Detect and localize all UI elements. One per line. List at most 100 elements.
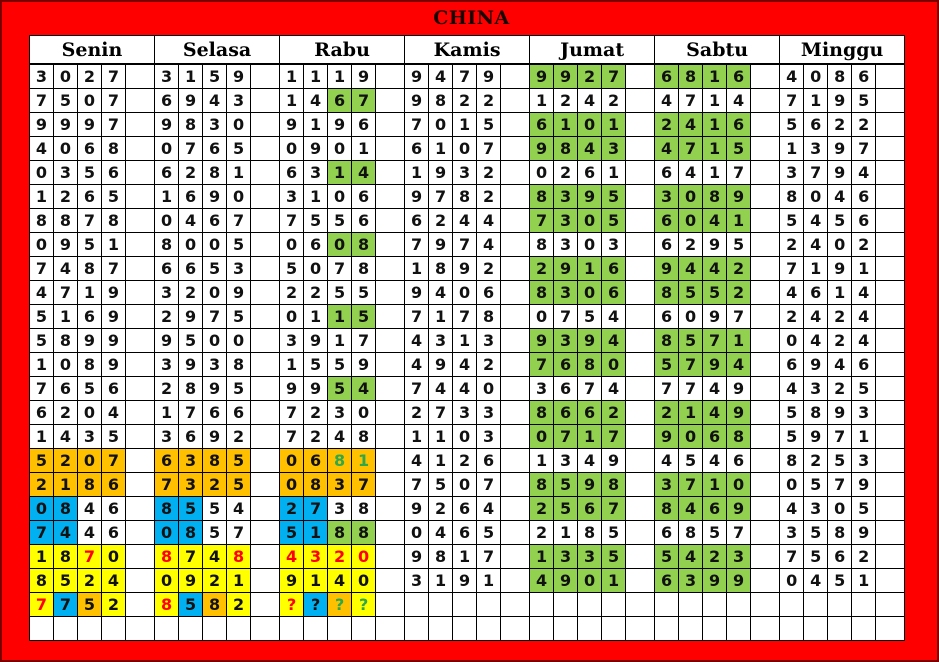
digit-cell-sabtu: 3	[678, 568, 704, 593]
digit-cell-jumat: 0	[601, 352, 627, 377]
digit-cell-jumat: 7	[601, 63, 627, 89]
digit-cell-jumat: 6	[577, 496, 603, 521]
digit-cell-rabu: 9	[303, 136, 329, 161]
spacer-cell	[375, 592, 406, 617]
digit-cell-jumat: 3	[577, 544, 603, 569]
digit-cell-minggu: 4	[803, 208, 829, 233]
digit-cell-senin: 6	[77, 184, 102, 209]
digit-cell-sabtu: 7	[678, 136, 704, 161]
spacer-cell	[124, 304, 156, 329]
digit-cell-sabtu: 2	[726, 280, 752, 305]
spacer-cell	[875, 112, 906, 137]
digit-cell-minggu: 7	[779, 256, 805, 281]
digit-cell-senin: 7	[53, 592, 78, 617]
spacer-cell	[500, 472, 531, 497]
spacer-cell	[750, 352, 781, 377]
digit-cell-senin: 9	[101, 352, 126, 377]
digit-cell-selasa: 0	[154, 568, 180, 593]
day-header-minggu: Minggu	[779, 35, 906, 65]
digit-cell-sabtu: 5	[702, 280, 728, 305]
spacer-cell	[375, 472, 406, 497]
digit-cell-selasa: 1	[226, 160, 252, 185]
digit-cell-minggu: 0	[827, 496, 853, 521]
digit-cell-senin: 5	[77, 232, 102, 257]
digit-cell-rabu: 7	[327, 256, 353, 281]
digit-cell-sabtu: 6	[654, 304, 680, 329]
digit-cell-selasa: 7	[178, 544, 204, 569]
digit-cell-senin: 8	[53, 208, 78, 233]
spacer-cell	[124, 472, 156, 497]
digit-cell-rabu: 1	[351, 136, 377, 161]
digit-cell-minggu: 3	[803, 376, 829, 401]
digit-cell-kamis	[428, 592, 454, 617]
spacer-cell	[750, 616, 781, 641]
digit-cell-rabu: 0	[279, 136, 305, 161]
digit-cell-minggu: 3	[851, 448, 877, 473]
spacer-cell	[875, 616, 906, 641]
digit-cell-jumat	[577, 592, 603, 617]
spacer-cell	[124, 280, 156, 305]
spacer-cell	[124, 568, 156, 593]
digit-cell-minggu: 6	[779, 352, 805, 377]
digit-cell-senin: 0	[77, 448, 102, 473]
spacer-cell	[500, 592, 531, 617]
digit-cell-rabu: 9	[351, 352, 377, 377]
digit-cell-kamis: 6	[476, 280, 502, 305]
spacer-cell	[124, 112, 156, 137]
spacer-cell	[750, 136, 781, 161]
digit-cell-selasa: 4	[226, 496, 252, 521]
digit-cell-minggu: 4	[851, 160, 877, 185]
digit-cell-kamis: 7	[452, 63, 478, 89]
digit-cell-selasa: 9	[178, 352, 204, 377]
digit-cell-selasa: 5	[226, 232, 252, 257]
digit-cell-senin: 8	[29, 568, 54, 593]
spacer-cell	[250, 328, 281, 353]
digit-cell-rabu: 9	[351, 63, 377, 89]
digit-cell-minggu: 9	[827, 400, 853, 425]
digit-cell-senin: 4	[77, 520, 102, 545]
digit-cell-sabtu	[654, 592, 680, 617]
spacer-cell	[875, 352, 906, 377]
digit-cell-selasa: 1	[178, 63, 204, 89]
digit-cell-kamis: 4	[476, 232, 502, 257]
digit-cell-jumat: 2	[601, 88, 627, 113]
digit-cell-minggu: 5	[827, 208, 853, 233]
digit-cell-sabtu: 9	[726, 184, 752, 209]
digit-cell-rabu: 1	[327, 63, 353, 89]
spacer-cell	[500, 63, 531, 89]
digit-cell-sabtu: 4	[702, 256, 728, 281]
digit-cell-rabu: 7	[351, 472, 377, 497]
digit-cell-kamis: 0	[452, 424, 478, 449]
digit-cell-sabtu: 1	[702, 63, 728, 89]
digit-cell-sabtu: 1	[702, 112, 728, 137]
spacer-cell	[250, 280, 281, 305]
digit-cell-jumat: 7	[553, 424, 579, 449]
digit-cell-senin: 9	[101, 304, 126, 329]
spacer-cell	[625, 592, 656, 617]
digit-cell-jumat: 7	[601, 496, 627, 521]
digit-cell-rabu: 1	[327, 160, 353, 185]
digit-cell-sabtu: 6	[702, 496, 728, 521]
digit-cell-senin	[101, 616, 126, 641]
digit-cell-jumat: 0	[577, 568, 603, 593]
digit-cell-minggu: 7	[827, 424, 853, 449]
spacer-cell	[875, 544, 906, 569]
spacer-cell	[124, 376, 156, 401]
digit-cell-selasa: 4	[202, 88, 228, 113]
digit-cell-jumat: 9	[529, 328, 555, 353]
digit-cell-selasa: 3	[226, 256, 252, 281]
digit-cell-selasa: 5	[178, 496, 204, 521]
digit-cell-kamis: 2	[452, 88, 478, 113]
spacer-cell	[750, 304, 781, 329]
spacer-cell	[500, 160, 531, 185]
digit-cell-rabu: 1	[279, 352, 305, 377]
digit-cell-rabu: 4	[303, 88, 329, 113]
digit-cell-senin: 5	[29, 448, 54, 473]
digit-cell-kamis	[476, 592, 502, 617]
digit-cell-sabtu	[678, 616, 704, 641]
